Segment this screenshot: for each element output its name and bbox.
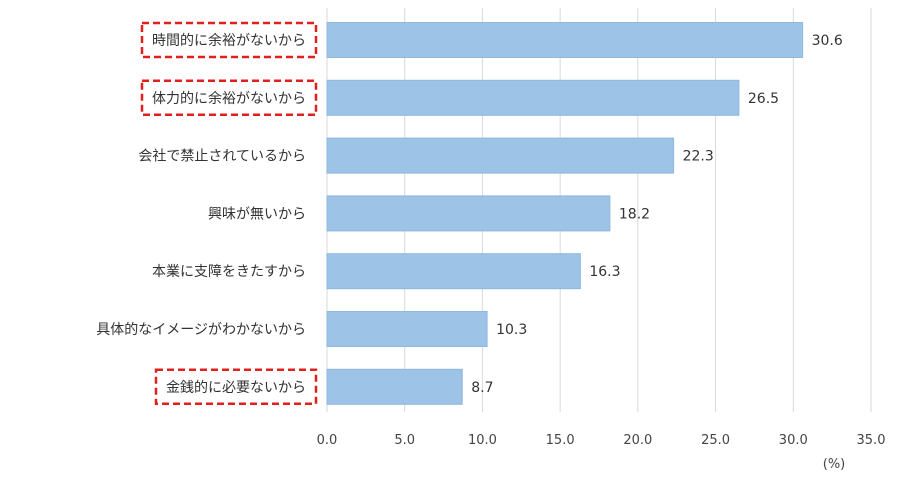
bar [326,195,611,232]
x-unit-label: (%) [823,457,846,472]
value-label: 8.7 [471,380,493,396]
highlight-layer [140,21,318,406]
bar-layer [326,22,804,405]
category-label: 興味が無いから [208,206,306,222]
bar [326,311,488,347]
x-tick-label: 20.0 [623,433,652,448]
value-label: 30.6 [812,33,843,49]
label-layer: 30.6 時間的に余裕がないから 26.5 体力的に余裕がないから 22.3 会社で禁止さ… [96,32,843,396]
value-label: 16.3 [589,264,620,280]
category-label: 本業に支障をきたすから [152,264,306,280]
value-label: 22.3 [683,149,714,165]
value-label: 18.2 [619,206,650,222]
category-label: 会社で禁止されているから [138,149,306,165]
x-tick-label: 10.0 [468,433,497,448]
bar [326,368,463,405]
bar [326,79,740,116]
x-tick-label: 0.0 [317,433,338,448]
bar [326,22,804,58]
x-tick-label: 30.0 [779,433,808,448]
bar [326,253,581,290]
x-tick-label: 15.0 [546,433,575,448]
value-label: 26.5 [748,91,779,107]
value-label: 10.3 [496,322,527,338]
bar [326,137,675,174]
category-label: 体力的に余裕がないから [152,90,306,107]
x-tick-label: 5.0 [394,433,415,448]
category-label: 時間的に余裕がないから [152,32,306,49]
category-label: 金銭的に必要ないから [166,380,306,396]
highlight-box [140,79,318,117]
highlight-box [140,21,318,59]
x-tick-label: 35.0 [857,433,886,448]
x-tick-label: 25.0 [701,433,730,448]
category-label: 具体的なイメージがわかないから [96,322,306,338]
axis-layer: 0.0 5.0 10.0 15.0 20.0 25.0 30.0 35.0 (%) [317,433,886,472]
highlight-box [154,368,318,406]
